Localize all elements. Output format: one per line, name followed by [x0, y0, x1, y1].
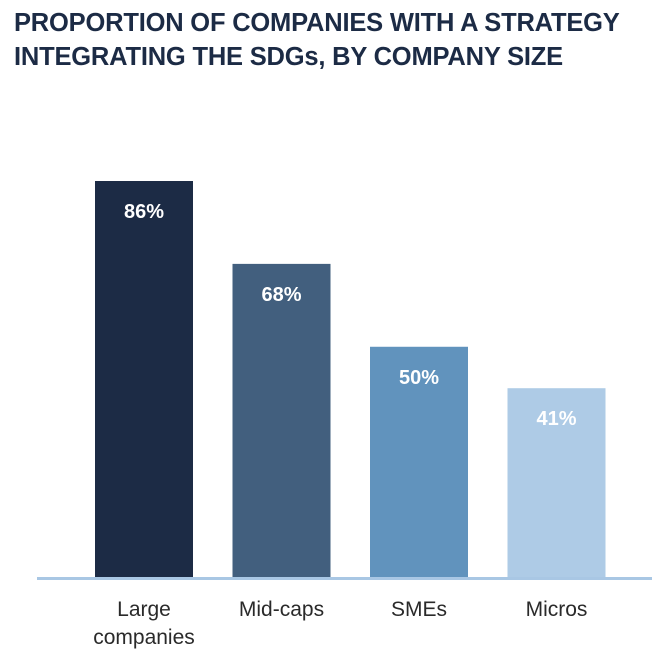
- data-label: 50%: [399, 367, 439, 389]
- category-label: Mid-caps: [239, 598, 324, 621]
- chart-title-line-2: INTEGRATING THE SDGs, BY COMPANY SIZE: [14, 43, 563, 71]
- x-axis-baseline: [37, 577, 652, 580]
- data-label: 41%: [536, 408, 576, 430]
- chart-title-line-1: PROPORTION OF COMPANIES WITH A STRATEGY: [14, 9, 620, 37]
- bar-smes: [370, 346, 468, 577]
- bar-mid-caps: [232, 263, 331, 577]
- data-label: 68%: [261, 284, 301, 306]
- bar-micros: [507, 388, 606, 577]
- chart-title: PROPORTION OF COMPANIES WITH A STRATEGY …: [14, 6, 664, 74]
- data-label: 86%: [124, 201, 164, 223]
- bar-large-companies: [95, 181, 193, 577]
- category-label: SMEs: [391, 598, 447, 621]
- category-label: Micros: [526, 598, 588, 621]
- category-label: Large companies: [93, 598, 195, 649]
